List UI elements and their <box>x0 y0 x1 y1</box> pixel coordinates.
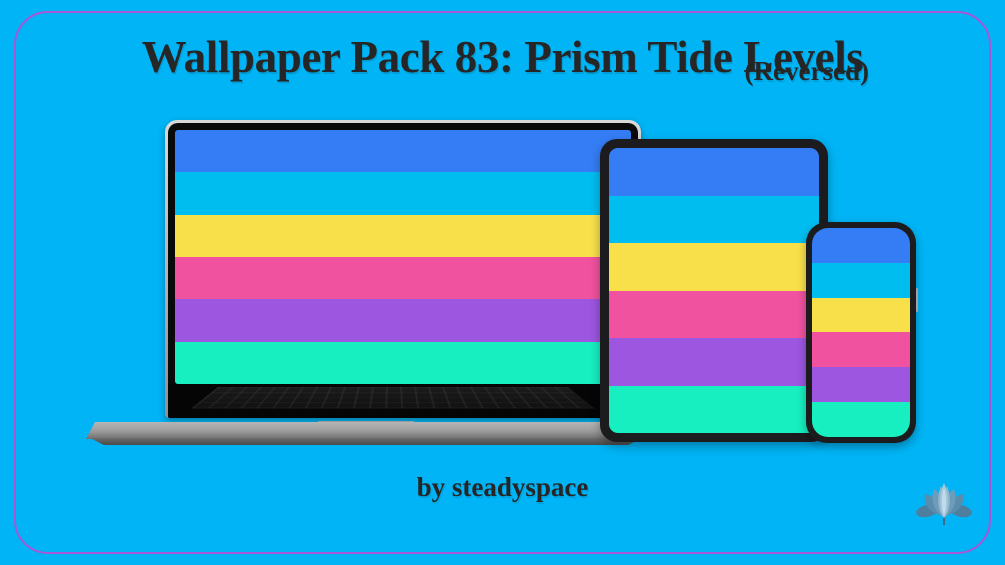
credit-text: by steadyspace <box>416 472 589 502</box>
laptop-keyboard-deck <box>168 384 638 418</box>
tablet-stripe-pink <box>609 290 819 338</box>
laptop-screen <box>175 130 631 384</box>
tablet-screen <box>609 148 819 433</box>
phone-side-button <box>916 288 918 312</box>
phone-stripe-cyan <box>812 262 910 298</box>
laptop-stripe-yellow <box>175 214 631 257</box>
laptop-lid <box>165 120 641 418</box>
phone-stripe-yellow <box>812 297 910 333</box>
laptop-stripe-cyan <box>175 172 631 215</box>
laptop-bezel <box>168 123 638 418</box>
laptop-keyboard <box>191 387 595 409</box>
tablet-stripe-blue <box>609 148 819 196</box>
header-block: Wallpaper Pack 83: Prism Tide Levels <box>0 32 1005 82</box>
phone-stripe-pink <box>812 332 910 368</box>
lotus-flower-logo <box>916 474 972 528</box>
tablet-stripe-teal <box>609 385 819 433</box>
laptop-stripe-purple <box>175 299 631 342</box>
tablet-stripe-purple <box>609 338 819 386</box>
tablet-stripe-cyan <box>609 195 819 243</box>
phone-stripe-purple <box>812 367 910 403</box>
device-phone <box>806 222 918 443</box>
laptop-stripe-blue <box>175 130 631 173</box>
device-tablet <box>600 139 828 442</box>
laptop-foot <box>90 438 642 445</box>
phone-stripe-blue <box>812 228 910 263</box>
laptop-wallpaper-stripes <box>175 130 631 384</box>
lotus-flower-icon <box>916 483 972 525</box>
tablet-wallpaper-stripes <box>609 148 819 433</box>
page-title: Wallpaper Pack 83: Prism Tide Levels <box>141 32 864 82</box>
device-laptop <box>86 120 646 445</box>
phone-screen <box>812 228 910 437</box>
laptop-stripe-teal <box>175 341 631 384</box>
phone-wallpaper-stripes <box>812 228 910 437</box>
laptop-base <box>86 422 646 439</box>
page-subtitle: (Reversed) <box>744 56 869 86</box>
laptop-stripe-pink <box>175 256 631 300</box>
phone-stripe-teal <box>812 402 910 437</box>
tablet-stripe-yellow <box>609 243 819 291</box>
